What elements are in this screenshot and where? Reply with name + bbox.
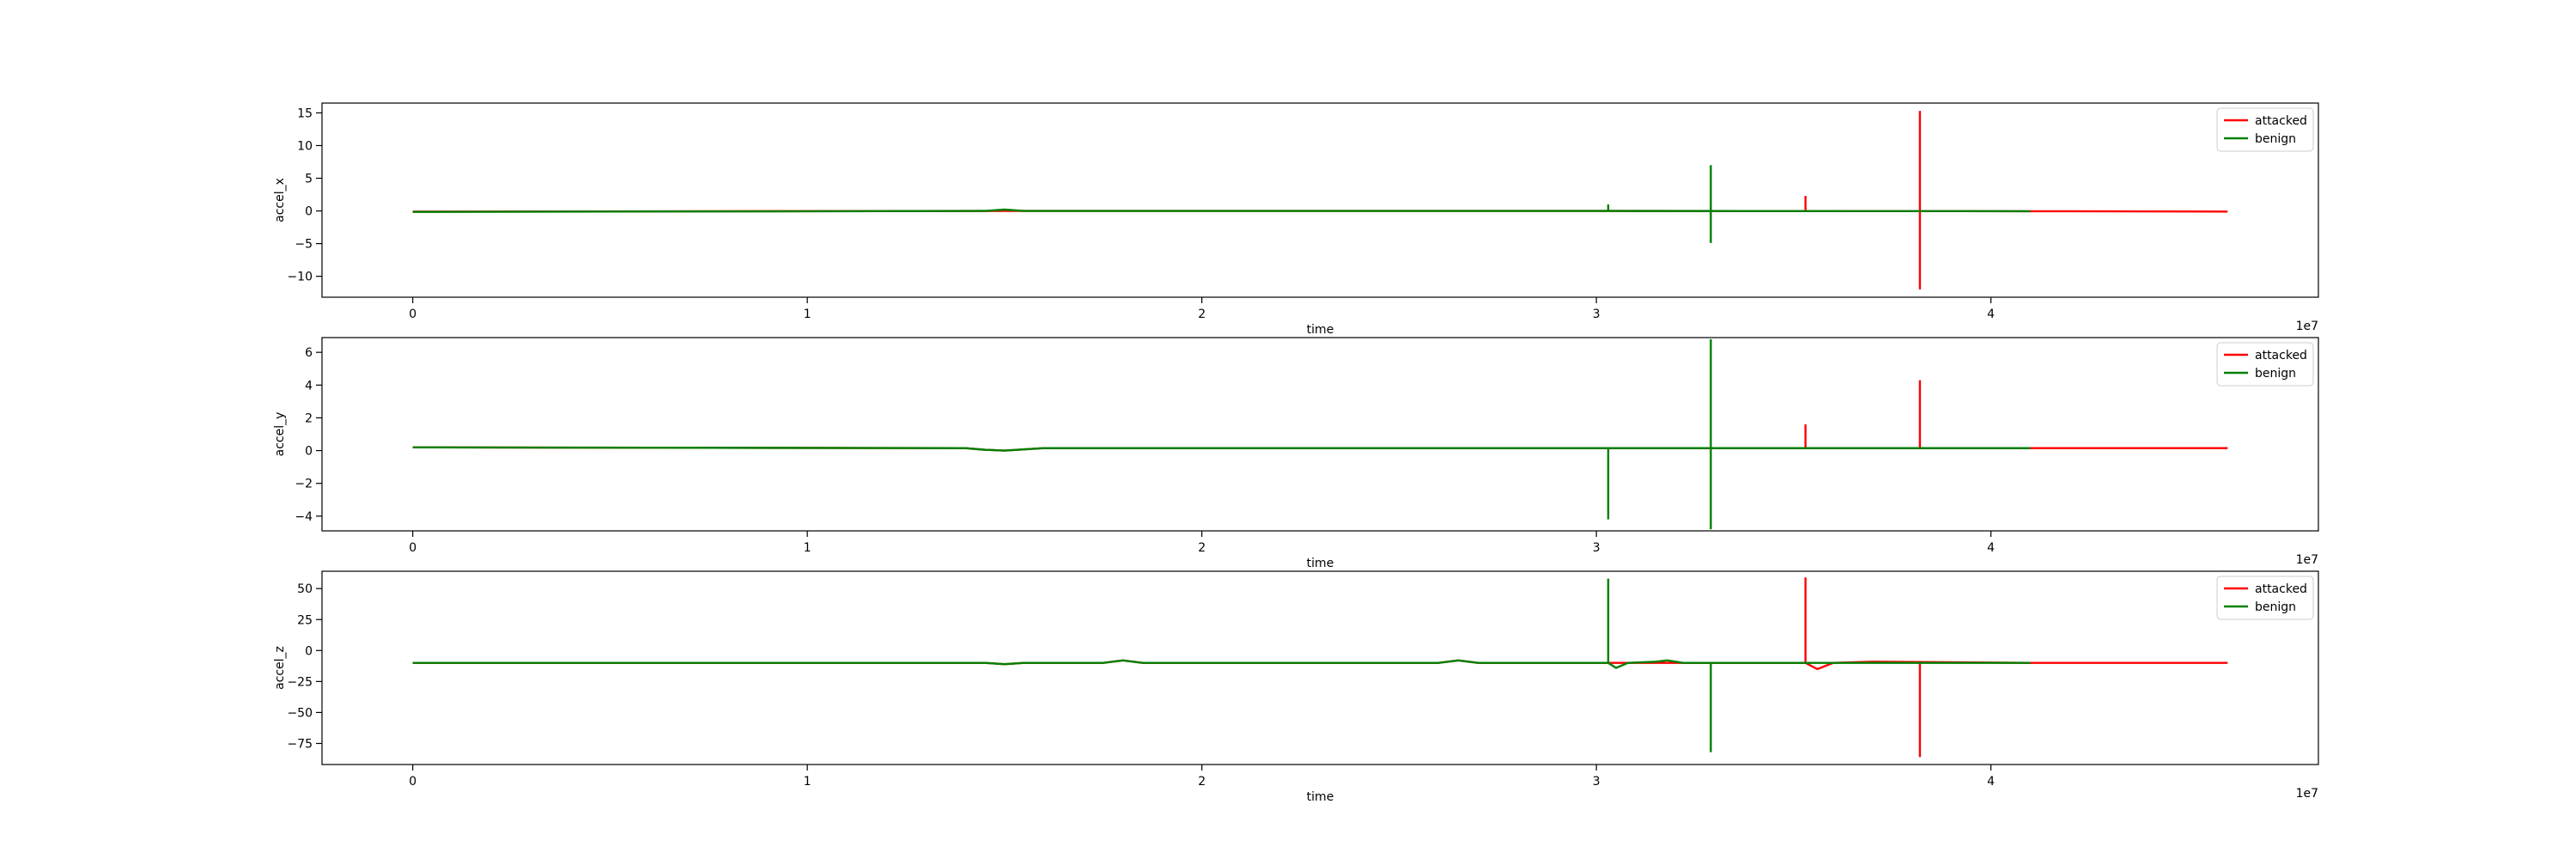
y-axis-label: accel_y <box>273 412 287 457</box>
y-tick-label: −5 <box>295 238 313 252</box>
x-tick-label: 1 <box>804 541 811 555</box>
y-tick-label: 0 <box>305 205 313 219</box>
y-tick-label: 4 <box>305 379 313 393</box>
x-tick-label: 0 <box>409 775 416 789</box>
series-attacked <box>412 380 2228 452</box>
series-benign <box>412 338 2031 530</box>
series-attacked <box>412 111 2228 289</box>
y-tick-label: −2 <box>295 478 313 491</box>
y-tick-label: 10 <box>297 139 313 153</box>
legend: attacked benign <box>2216 107 2314 152</box>
subplot-accel_z: 0 1 2 3 4 −75 −50 −25 0 25 50 time accel_z 1e7 attacke… <box>273 570 2319 804</box>
x-tick-label: 3 <box>1593 775 1601 789</box>
y-tick-label: 15 <box>297 107 313 120</box>
y-tick-label: 0 <box>305 644 313 658</box>
x-tick-label: 2 <box>1198 308 1206 321</box>
axes-frame <box>321 102 2319 298</box>
y-axis-label: accel_x <box>273 178 287 222</box>
x-tick-label: 0 <box>409 308 416 321</box>
legend-box <box>2216 576 2314 620</box>
legend-label-benign: benign <box>2255 132 2296 146</box>
x-tick-label: 4 <box>1987 541 1995 555</box>
x-offset-label: 1e7 <box>2296 320 2318 333</box>
x-axis-label: time <box>1307 557 1334 570</box>
y-tick-label: −4 <box>295 510 313 524</box>
legend-label-attacked: attacked <box>2255 349 2307 362</box>
series-benign <box>412 165 2031 243</box>
legend: attacked benign <box>2216 342 2314 387</box>
legend-label-attacked: attacked <box>2255 582 2307 596</box>
x-offset-label: 1e7 <box>2296 787 2318 801</box>
x-tick-label: 2 <box>1198 775 1206 789</box>
legend: attacked benign <box>2216 576 2314 620</box>
x-tick-label: 1 <box>804 308 811 321</box>
axes-frame <box>321 337 2319 532</box>
legend-box <box>2216 342 2314 387</box>
legend-label-benign: benign <box>2255 367 2296 381</box>
y-tick-label: −75 <box>287 737 313 751</box>
series-attacked <box>412 577 2228 758</box>
y-tick-label: −25 <box>287 675 313 689</box>
y-tick-label: −50 <box>287 706 313 720</box>
y-tick-label: 5 <box>305 173 313 186</box>
y-axis-label: accel_z <box>273 646 287 690</box>
legend-label-attacked: attacked <box>2255 114 2307 128</box>
benign-line <box>412 446 2031 452</box>
y-tick-label: 6 <box>305 346 313 360</box>
subplot-accel_y: 0 1 2 3 4 −4 −2 0 2 4 6 time accel_y 1e7 attacked benig… <box>273 337 2319 570</box>
benign-line <box>412 659 2031 669</box>
y-tick-label: 50 <box>297 582 313 596</box>
series-benign <box>412 578 2031 752</box>
x-tick-label: 4 <box>1987 308 1995 321</box>
x-tick-label: 3 <box>1593 541 1601 555</box>
y-tick-label: −10 <box>287 271 313 284</box>
y-tick-label: 0 <box>305 445 313 459</box>
y-tick-label: 25 <box>297 613 313 627</box>
x-tick-label: 3 <box>1593 308 1601 321</box>
benign-line <box>412 208 2031 213</box>
x-tick-label: 2 <box>1198 541 1206 555</box>
x-offset-label: 1e7 <box>2296 553 2318 567</box>
y-tick-label: 2 <box>305 411 313 425</box>
x-tick-label: 0 <box>409 541 416 555</box>
x-tick-label: 1 <box>804 775 811 789</box>
attacked-line <box>412 659 2228 671</box>
x-axis-label: time <box>1307 323 1334 337</box>
legend-label-benign: benign <box>2255 600 2296 614</box>
legend-box <box>2216 107 2314 152</box>
subplot-accel_x: 0 1 2 3 4 −10 −5 0 5 10 15 time accel_x 1e7 attacked be… <box>273 102 2319 337</box>
x-tick-label: 4 <box>1987 775 1995 789</box>
x-axis-label: time <box>1307 790 1334 804</box>
axes-frame <box>321 570 2319 765</box>
